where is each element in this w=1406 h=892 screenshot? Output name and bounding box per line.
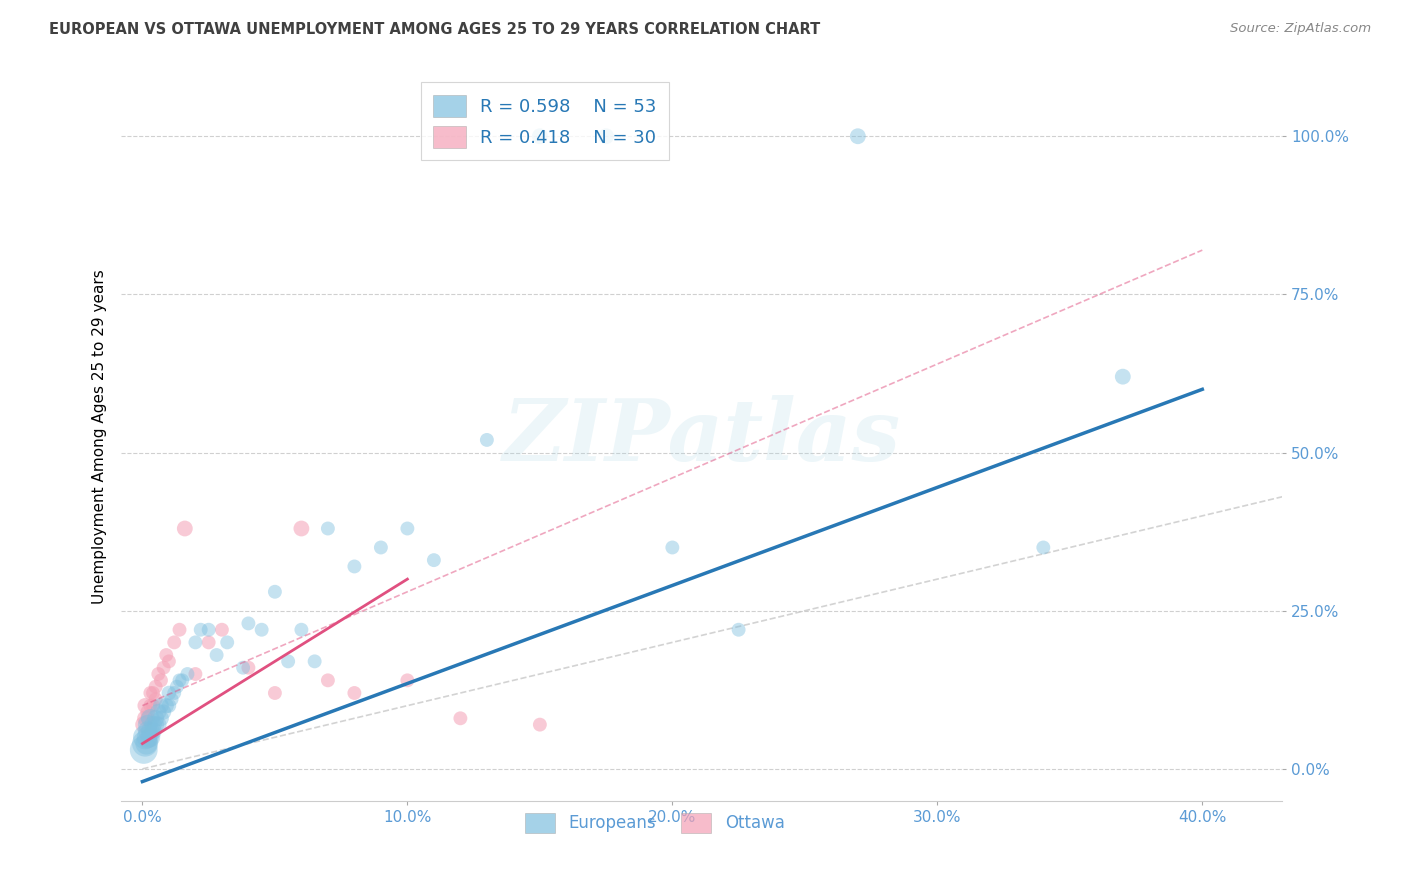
Point bbox=[132, 717, 155, 731]
Point bbox=[142, 686, 165, 700]
Point bbox=[176, 667, 198, 681]
Point bbox=[136, 717, 159, 731]
Point bbox=[157, 698, 180, 713]
Text: EUROPEAN VS OTTAWA UNEMPLOYMENT AMONG AGES 25 TO 29 YEARS CORRELATION CHART: EUROPEAN VS OTTAWA UNEMPLOYMENT AMONG AG… bbox=[49, 22, 821, 37]
Point bbox=[166, 680, 188, 694]
Point bbox=[145, 717, 167, 731]
Point bbox=[529, 717, 551, 731]
Point bbox=[145, 692, 167, 706]
Point bbox=[160, 692, 183, 706]
Point bbox=[190, 623, 212, 637]
Point bbox=[1112, 369, 1135, 384]
Point bbox=[136, 711, 159, 725]
Point bbox=[250, 623, 273, 637]
Point bbox=[136, 723, 159, 738]
Point bbox=[139, 731, 162, 745]
Point bbox=[475, 433, 498, 447]
Point bbox=[290, 623, 312, 637]
Point bbox=[316, 673, 339, 688]
Point bbox=[157, 686, 180, 700]
Point bbox=[396, 521, 419, 535]
Y-axis label: Unemployment Among Ages 25 to 29 years: Unemployment Among Ages 25 to 29 years bbox=[93, 269, 107, 604]
Point bbox=[142, 723, 165, 738]
Point bbox=[343, 686, 366, 700]
Point bbox=[197, 635, 219, 649]
Point bbox=[172, 673, 194, 688]
Point bbox=[148, 667, 170, 681]
Point bbox=[1032, 541, 1054, 555]
Point bbox=[846, 129, 869, 144]
Point bbox=[132, 743, 155, 757]
Point bbox=[136, 731, 159, 745]
Point bbox=[136, 705, 159, 719]
Point bbox=[149, 698, 172, 713]
Point bbox=[217, 635, 239, 649]
Point bbox=[163, 686, 186, 700]
Point bbox=[155, 698, 177, 713]
Point bbox=[661, 541, 683, 555]
Point bbox=[149, 673, 172, 688]
Point bbox=[184, 635, 207, 649]
Point bbox=[232, 661, 254, 675]
Point bbox=[264, 686, 287, 700]
Point bbox=[316, 521, 339, 535]
Point bbox=[370, 541, 392, 555]
Point bbox=[152, 705, 174, 719]
Point bbox=[139, 698, 162, 713]
Text: ZIPatlas: ZIPatlas bbox=[502, 395, 901, 478]
Point bbox=[304, 654, 326, 668]
Point bbox=[343, 559, 366, 574]
Point bbox=[134, 711, 156, 725]
Point bbox=[148, 717, 170, 731]
Point bbox=[155, 648, 177, 662]
Point bbox=[264, 584, 287, 599]
Legend: Europeans, Ottawa: Europeans, Ottawa bbox=[519, 805, 792, 839]
Point bbox=[449, 711, 471, 725]
Point bbox=[145, 711, 167, 725]
Point bbox=[163, 635, 186, 649]
Point bbox=[139, 686, 162, 700]
Point bbox=[184, 667, 207, 681]
Point bbox=[149, 711, 172, 725]
Point bbox=[423, 553, 446, 567]
Point bbox=[169, 673, 191, 688]
Point bbox=[277, 654, 299, 668]
Point bbox=[142, 717, 165, 731]
Point bbox=[169, 623, 191, 637]
Point bbox=[139, 711, 162, 725]
Point bbox=[134, 731, 156, 745]
Point bbox=[396, 673, 419, 688]
Point bbox=[197, 623, 219, 637]
Point bbox=[145, 680, 167, 694]
Point bbox=[135, 737, 157, 751]
Point bbox=[727, 623, 749, 637]
Point bbox=[148, 705, 170, 719]
Point bbox=[134, 698, 156, 713]
Point bbox=[152, 661, 174, 675]
Point bbox=[142, 698, 165, 713]
Point bbox=[173, 521, 195, 535]
Point bbox=[290, 521, 312, 535]
Point bbox=[529, 129, 551, 144]
Point bbox=[139, 723, 162, 738]
Point bbox=[238, 661, 260, 675]
Point bbox=[134, 737, 156, 751]
Point bbox=[595, 129, 617, 144]
Point bbox=[157, 654, 180, 668]
Text: Source: ZipAtlas.com: Source: ZipAtlas.com bbox=[1230, 22, 1371, 36]
Point bbox=[205, 648, 228, 662]
Point bbox=[211, 623, 233, 637]
Point bbox=[238, 616, 260, 631]
